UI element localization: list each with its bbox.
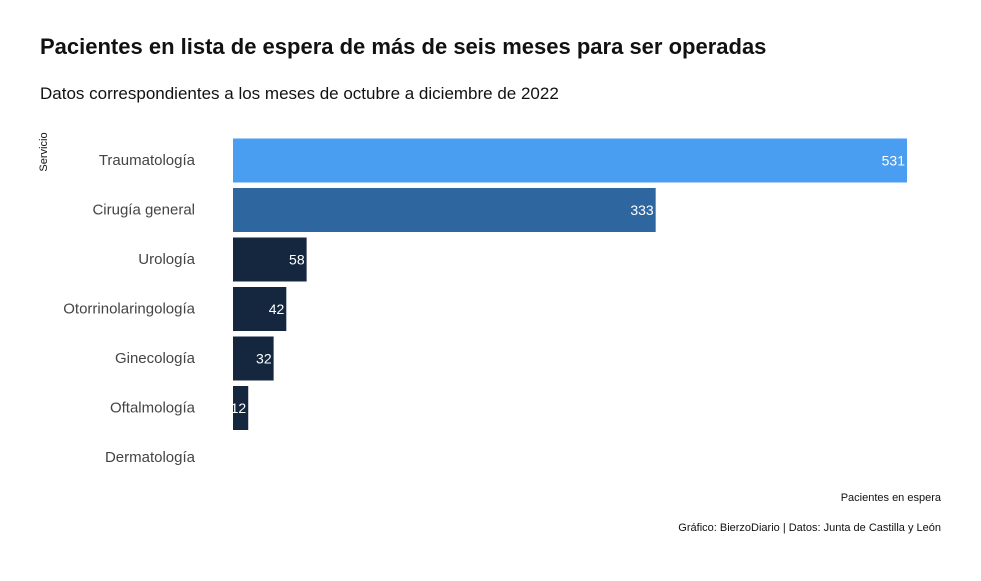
data-label: 333 xyxy=(630,202,654,218)
chart-caption: Gráfico: BierzoDiario | Datos: Junta de … xyxy=(678,522,941,534)
chart-subtitle: Datos correspondientes a los meses de oc… xyxy=(40,84,559,103)
chart-title: Pacientes en lista de espera de más de s… xyxy=(40,34,767,59)
category-label: Traumatología xyxy=(99,152,196,169)
bar xyxy=(233,336,274,381)
bar xyxy=(233,188,656,232)
data-label: 42 xyxy=(269,301,285,317)
category-label: Otorrinolaringología xyxy=(63,301,195,318)
bar xyxy=(233,237,307,282)
category-label: Dermatología xyxy=(105,449,196,466)
data-label: 32 xyxy=(256,351,272,367)
category-label: Oftalmología xyxy=(110,400,196,417)
category-label: Urología xyxy=(138,251,195,268)
data-label: 12 xyxy=(231,400,247,416)
category-label: Cirugía general xyxy=(92,202,195,219)
bar xyxy=(233,386,249,430)
x-axis-label: Pacientes en espera xyxy=(840,492,941,504)
data-label: 58 xyxy=(289,252,305,268)
data-label: 531 xyxy=(882,153,906,169)
bar xyxy=(233,287,287,331)
category-label: Ginecología xyxy=(115,350,196,367)
bar xyxy=(233,138,907,183)
